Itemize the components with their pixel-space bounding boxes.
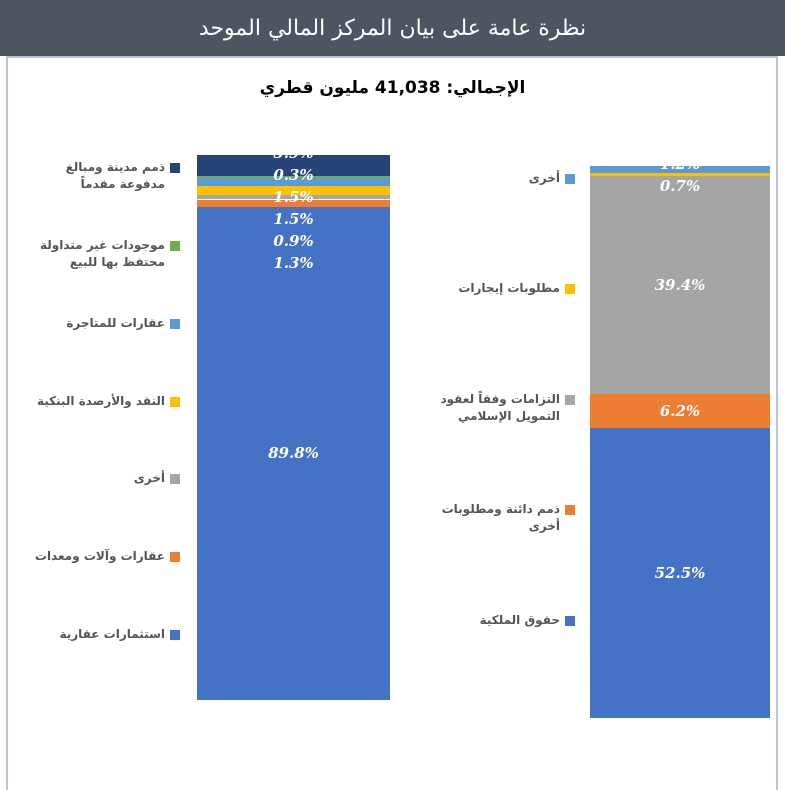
legend-label: موجودات غير متداولة محتفظ بها للبيع [40, 237, 165, 269]
frame [6, 56, 778, 790]
legend-item: التزامات وفقاً لعقود التمويل الإسلامي [425, 391, 575, 425]
legend-item: النقد والأرصدة البنكية [30, 393, 180, 410]
value-label: 0.7% [659, 177, 701, 195]
legend-item: أخرى [30, 470, 180, 487]
value-label: 39.4% [654, 276, 706, 295]
bar-segment [197, 178, 390, 187]
legend-item: موجودات غير متداولة محتفظ بها للبيع [30, 237, 180, 271]
value-label: 1.3% [273, 254, 314, 272]
value-label: 6.2% [659, 402, 701, 421]
legend-item: ذمم مدينة ومبالغ مدفوعة مقدماً [30, 159, 180, 193]
legend-label: أخرى [133, 471, 165, 486]
bar-segment [590, 393, 770, 429]
legend-swatch [170, 163, 180, 173]
legend-swatch [565, 615, 575, 626]
bar-segment [197, 206, 390, 700]
legend-item: عقارات وآلات ومعدات [30, 548, 180, 565]
bar-segment [590, 176, 770, 394]
legend-label: استثمارات عقارية [59, 627, 165, 642]
bar-segment [590, 172, 770, 177]
value-label: 0.3% [273, 166, 314, 184]
legend-swatch [170, 630, 180, 641]
legend-label: حقوق الملكية [479, 612, 560, 627]
bar-segment [197, 155, 390, 177]
value-label: 52.5% [654, 564, 706, 583]
legend-item: استثمارات عقارية [30, 626, 180, 643]
legend-swatch [170, 396, 180, 407]
legend-swatch [170, 240, 180, 251]
legend-label: ذمم مدينة ومبالغ مدفوعة مقدماً [65, 160, 165, 191]
header: نظرة عامة على بيان المركز المالي الموحد [0, 0, 785, 56]
legend-swatch [170, 552, 180, 563]
legend-label: أخرى [528, 171, 560, 185]
legend-swatch [565, 505, 575, 516]
bar-segment [197, 176, 390, 179]
value-label: 0.9% [273, 232, 314, 250]
bar-segment [197, 186, 390, 195]
legend-swatch [565, 394, 575, 405]
legend-label: النقد والأرصدة البنكية [36, 393, 165, 408]
value-label: 1.5% [273, 188, 314, 206]
title: نظرة عامة على بيان المركز المالي الموحد [198, 15, 587, 41]
legend-item: حقوق الملكية [425, 612, 575, 629]
subtitle: الإجمالي: 41,038 مليون قطري [259, 78, 526, 98]
legend-item: أخرى [425, 170, 575, 187]
legend-swatch [565, 174, 575, 184]
bar-segment [590, 166, 770, 173]
legend-swatch [170, 474, 180, 485]
value-label: 1.2% [659, 155, 701, 173]
legend-label: عقارات وآلات ومعدات [34, 549, 165, 564]
bar-segment [197, 199, 390, 207]
legend-label: التزامات وفقاً لعقود التمويل الإسلامي [440, 391, 560, 423]
legend-label: مطلوبات إيجارات [458, 281, 560, 296]
value-label: 3.9% [273, 144, 314, 162]
bar-segment [197, 194, 390, 200]
legend-item: ذمم دائنة ومطلوبات أخرى [425, 501, 575, 535]
legend-label: ذمم دائنة ومطلوبات أخرى [441, 502, 560, 534]
value-label: 1.5% [273, 210, 314, 228]
value-label: 89.8% [268, 444, 319, 463]
legend-swatch [565, 284, 575, 295]
legend-item: عقارات للمتاجرة [30, 315, 180, 332]
legend-label: عقارات للمتاجرة [66, 315, 165, 330]
legend-swatch [170, 318, 180, 329]
bar-segment [590, 428, 770, 718]
legend-item: مطلوبات إيجارات [425, 280, 575, 297]
